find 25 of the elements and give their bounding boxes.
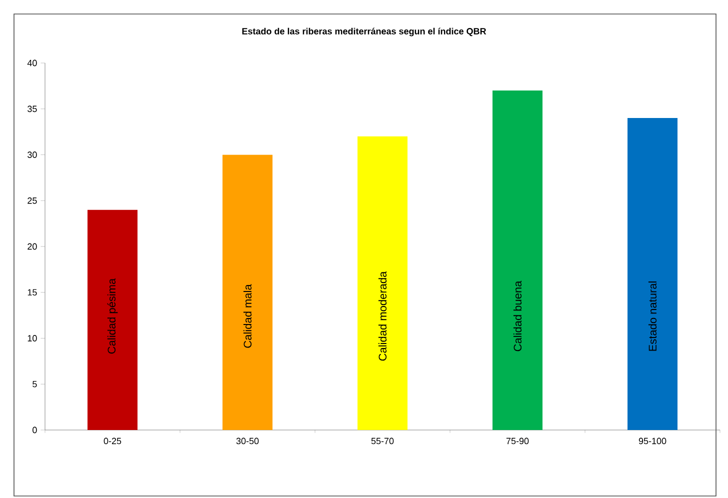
annotation: Calidad pésima: [107, 278, 118, 354]
x-tick-label: 75-90: [506, 438, 529, 444]
annotation: Calidad buena: [513, 280, 522, 352]
y-tick-label: 10: [28, 335, 37, 342]
y-tick-label: 35: [28, 106, 37, 112]
y-tick-label: 0: [32, 426, 37, 434]
annotation: Calidad moderada: [378, 271, 387, 361]
x-tick-label: 95-100: [638, 438, 666, 444]
bar: [358, 136, 408, 430]
x-tick-label: 0-25: [104, 438, 122, 444]
bar: [222, 154, 273, 430]
y-tick-label: 25: [28, 197, 37, 204]
x-tick-label: 55-70: [371, 438, 394, 444]
y-tick-label: 20: [28, 243, 37, 250]
chart-title: Estado de las riberas mediterráneas segun el índice QBR: [242, 28, 486, 36]
y-tick-label: 30: [28, 152, 37, 158]
y-tick-label: 5: [32, 380, 37, 388]
x-tick-label: 30-50: [236, 438, 259, 444]
annotation: Estado natural: [648, 282, 657, 351]
bar: [628, 118, 678, 430]
bar: [492, 90, 543, 430]
y-tick-label: 40: [27, 60, 37, 66]
bar: [88, 210, 138, 430]
annotation: Calidad mala: [243, 284, 252, 348]
y-tick-label: 15: [28, 289, 37, 296]
